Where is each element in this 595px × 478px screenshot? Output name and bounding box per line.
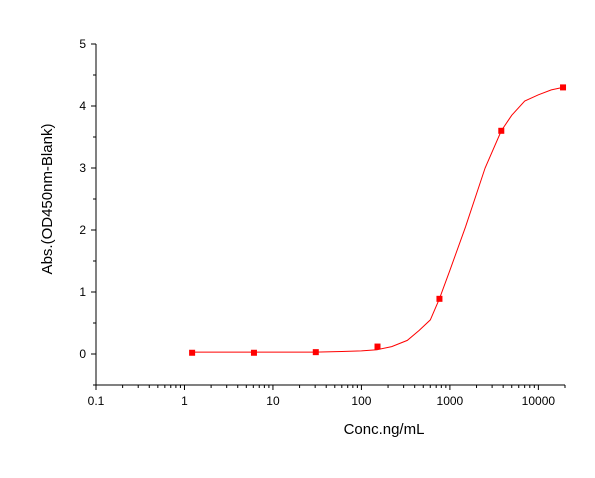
data-point [560, 84, 567, 91]
y-tick-label: 4 [79, 99, 86, 113]
fit-curve [192, 86, 564, 353]
data-point [189, 349, 196, 356]
y-tick-label: 3 [79, 161, 86, 175]
x-tick-label: 100 [351, 394, 371, 408]
x-tick-label: 0.1 [88, 394, 105, 408]
fit-curve-layer [192, 86, 564, 353]
y-axis-title: Abs.(OD450nm-Blank) [39, 124, 56, 275]
data-point [374, 343, 381, 350]
data-points-layer [189, 84, 567, 356]
y-tick-label: 5 [79, 37, 86, 51]
x-tick-label: 1000 [437, 394, 464, 408]
y-tick-label: 2 [79, 223, 86, 237]
data-point [312, 349, 319, 356]
y-tick-label: 1 [79, 285, 86, 299]
x-tick-label: 10000 [522, 394, 556, 408]
axes: 0 1 2 3 4 5 0.1 1 10 100 1000 10000 [79, 37, 566, 408]
x-tick-label: 1 [181, 394, 188, 408]
y-tick-label: 0 [79, 347, 86, 361]
data-point [250, 349, 257, 356]
data-point [498, 127, 505, 134]
x-axis-title: Conc.ng/mL [344, 421, 425, 438]
x-tick-label: 10 [266, 394, 280, 408]
data-point [436, 295, 443, 302]
